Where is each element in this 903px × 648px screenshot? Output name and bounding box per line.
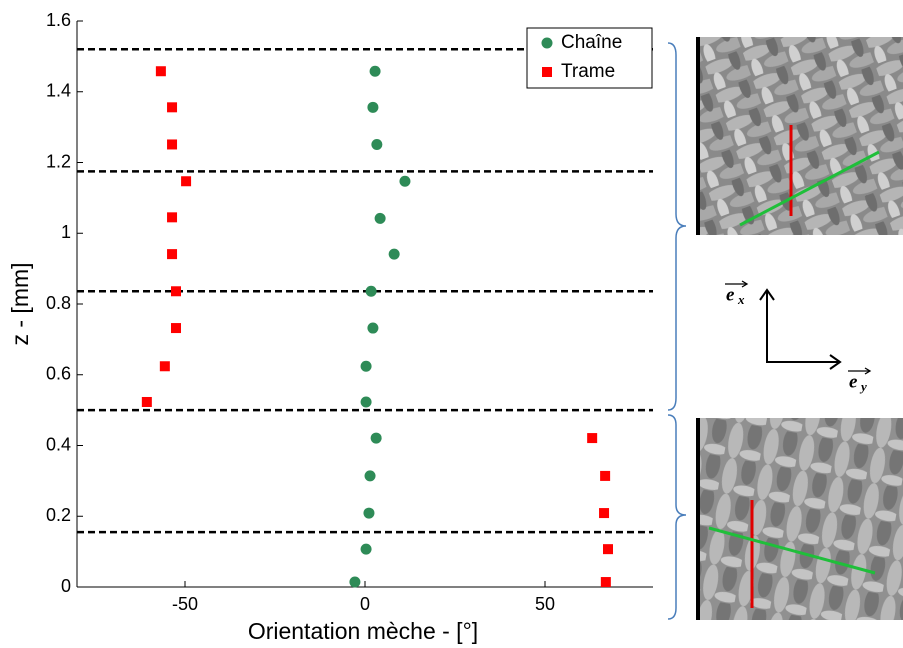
vector-label: e y bbox=[848, 367, 872, 394]
arrowhead bbox=[759, 288, 775, 301]
warp-direction bbox=[739, 150, 880, 227]
point bbox=[167, 212, 178, 223]
point bbox=[541, 37, 553, 49]
point bbox=[367, 101, 379, 113]
y-tick-label: 0.8 bbox=[46, 293, 71, 313]
point bbox=[155, 66, 166, 77]
x-axis-label: Orientation mèche - [°] bbox=[248, 618, 478, 644]
y-tick-label: 0 bbox=[61, 576, 71, 596]
point bbox=[388, 248, 400, 260]
vector-symbol: e bbox=[726, 284, 735, 305]
point bbox=[599, 508, 610, 519]
y-tick-label: 0.6 bbox=[46, 364, 71, 384]
point bbox=[399, 175, 411, 187]
point bbox=[600, 470, 611, 481]
vector-bar bbox=[864, 367, 872, 375]
legend-label: Chaîne bbox=[561, 32, 622, 53]
point bbox=[367, 322, 379, 334]
y-tick-label: 1.4 bbox=[46, 81, 71, 101]
vector-subscript: y bbox=[859, 379, 867, 394]
brace bbox=[667, 414, 687, 620]
point bbox=[141, 396, 152, 407]
point bbox=[159, 361, 170, 372]
fabric-image-bottom bbox=[697, 418, 903, 620]
vector-bar bbox=[741, 280, 749, 288]
point bbox=[360, 396, 372, 408]
point bbox=[374, 212, 386, 224]
y-tick-label: 0.4 bbox=[46, 434, 71, 454]
point bbox=[369, 65, 381, 77]
warp-direction bbox=[708, 526, 876, 575]
point bbox=[171, 286, 181, 297]
point bbox=[360, 543, 372, 555]
point bbox=[181, 176, 192, 187]
legend-label: Trame bbox=[561, 61, 615, 82]
y-axis-label: z - [mm] bbox=[7, 262, 33, 345]
point bbox=[349, 576, 361, 588]
point bbox=[167, 102, 178, 113]
x-tick-label: 50 bbox=[535, 594, 555, 614]
y-tick-label: 1.2 bbox=[46, 151, 71, 171]
point bbox=[365, 285, 377, 297]
y-tick-label: 1 bbox=[61, 222, 71, 242]
x-tick-label: 0 bbox=[360, 594, 370, 614]
y-tick-label: 1.6 bbox=[46, 10, 71, 30]
vector-symbol: e bbox=[849, 371, 858, 392]
point bbox=[587, 433, 598, 444]
vector-label: e x bbox=[725, 280, 749, 307]
point bbox=[364, 470, 376, 482]
fabric-image-top bbox=[697, 37, 903, 235]
point bbox=[171, 323, 181, 334]
point bbox=[360, 360, 372, 372]
point bbox=[370, 432, 382, 444]
vector-subscript: x bbox=[737, 292, 745, 307]
brace bbox=[667, 42, 687, 411]
point bbox=[603, 544, 613, 555]
y-tick-label: 0.2 bbox=[46, 505, 71, 525]
point bbox=[542, 67, 552, 77]
arrowhead bbox=[829, 354, 842, 370]
point bbox=[167, 249, 178, 260]
point bbox=[371, 138, 383, 150]
point bbox=[600, 577, 611, 588]
point bbox=[363, 507, 375, 519]
point bbox=[167, 139, 178, 150]
x-tick-label: -50 bbox=[172, 594, 198, 614]
